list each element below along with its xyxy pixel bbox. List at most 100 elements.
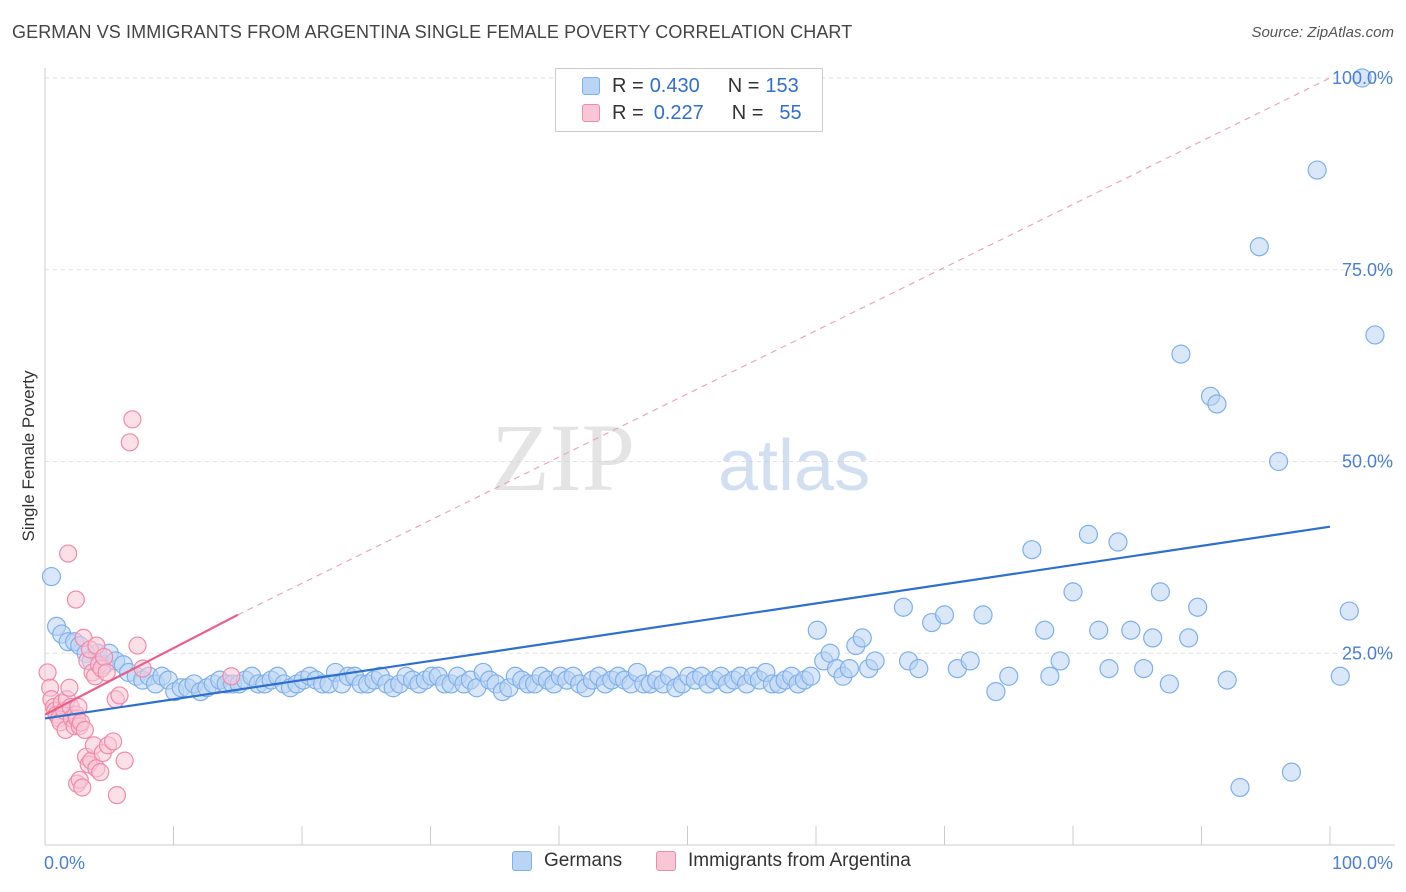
legend-n-label: N = (731, 101, 764, 124)
grid-lines (45, 77, 1395, 654)
german-point (1207, 394, 1227, 414)
german-point (1121, 620, 1141, 640)
german-point (1159, 674, 1179, 694)
german-point (999, 666, 1019, 686)
axes (44, 68, 1395, 846)
german-point (807, 620, 827, 640)
german-point (1188, 597, 1208, 617)
tick-labels: 25.0% 50.0% 75.0% 100.0% 0.0% 100.0% (44, 68, 1393, 873)
legend-n-value-germans: 153 (765, 74, 799, 97)
german-point (1040, 666, 1060, 686)
trend-lines (44, 77, 1331, 720)
germans-points (41, 68, 1385, 798)
argentina-point (110, 686, 129, 705)
argentina-points (38, 410, 241, 805)
german-point (1249, 237, 1269, 257)
watermark-zip: ZIP (491, 404, 635, 511)
chart-title: GERMAN VS IMMIGRANTS FROM ARGENTINA SING… (12, 22, 853, 42)
argentina-trend-extension (237, 77, 1331, 616)
argentina-point (59, 544, 78, 563)
german-point (1150, 582, 1170, 602)
legend-r-label: R = (612, 74, 644, 97)
argentina-point (75, 720, 94, 740)
german-point (973, 605, 993, 625)
argentina-point (222, 667, 241, 686)
argentina-point (97, 663, 116, 682)
german-point (1330, 666, 1350, 686)
german-point (1108, 532, 1128, 552)
y-tick-label: 25.0% (1342, 643, 1393, 663)
german-point (909, 658, 929, 679)
german-point (1268, 451, 1289, 472)
german-point (1143, 628, 1163, 648)
source-label: Source: ZipAtlas.com (1251, 24, 1394, 41)
y-axis-label: Single Female Poverty (19, 370, 38, 542)
bottom-legend-swatch-germans (512, 851, 532, 871)
x-tick-label: 0.0% (44, 853, 85, 873)
german-point (1217, 670, 1237, 690)
legend-swatch-argentina (582, 104, 600, 122)
german-point (865, 651, 885, 671)
legend-n-value-argentina: 55 (779, 101, 802, 124)
german-point (1078, 524, 1099, 544)
german-point (1281, 762, 1302, 782)
german-point (1099, 658, 1119, 679)
argentina-point (104, 732, 123, 751)
german-point (934, 605, 955, 625)
german-point (1365, 325, 1385, 345)
argentina-point (128, 636, 147, 655)
x-tick-label: 100.0% (1332, 853, 1393, 873)
german-point (1134, 658, 1154, 679)
argentina-point (66, 590, 85, 609)
argentina-point (107, 786, 127, 805)
legend-row-germans: R = 0.430 N = 153 (582, 73, 799, 99)
german-point (1307, 160, 1327, 180)
argentina-point (73, 778, 92, 797)
german-point (41, 566, 62, 587)
argentina-point (133, 659, 152, 678)
german-point (986, 681, 1006, 702)
german-point (1179, 628, 1199, 648)
argentina-point (60, 678, 79, 697)
german-point (1171, 344, 1191, 364)
german-point (1230, 777, 1250, 798)
german-point (1035, 620, 1055, 640)
y-tick-label: 100.0% (1332, 68, 1393, 88)
argentina-point (91, 763, 110, 782)
bottom-legend-argentina: Immigrants from Argentina (656, 850, 911, 872)
legend-r-label: R = (612, 101, 644, 124)
german-point (1339, 601, 1359, 621)
argentina-point (115, 751, 134, 770)
watermark-atlas: atlas (718, 426, 870, 506)
argentina-point (123, 410, 142, 429)
argentina-point (95, 647, 114, 667)
german-point (1022, 540, 1042, 560)
german-point (1050, 651, 1070, 671)
y-tick-label: 50.0% (1342, 452, 1393, 472)
argentina-trend-line (44, 613, 239, 716)
german-point (852, 628, 872, 648)
legend-row-argentina: R = 0.227 N = 55 (582, 100, 802, 126)
german-point (801, 666, 821, 686)
bottom-legend-swatch-argentina (656, 851, 676, 871)
german-point (960, 651, 980, 671)
watermark: ZIP atlas (491, 404, 870, 511)
legend-r-value-germans: 0.430 (649, 74, 700, 97)
bottom-legend-label-argentina: Immigrants from Argentina (688, 850, 911, 871)
legend-swatch-germans (582, 77, 600, 95)
stats-legend: R = 0.430 N = 153 R = 0.227 N = 55 (555, 68, 823, 132)
y-tick-label: 75.0% (1342, 260, 1393, 280)
bottom-legend-label-germans: Germans (544, 850, 623, 871)
german-point (893, 597, 913, 617)
legend-r-value-argentina: 0.227 (653, 101, 704, 124)
german-point (1089, 620, 1109, 640)
argentina-point (38, 663, 57, 682)
legend-n-label: N = (727, 74, 760, 97)
bottom-legend-germans: Germans (512, 850, 622, 872)
german-point (1352, 68, 1372, 88)
german-point (839, 658, 860, 679)
argentina-point (120, 433, 139, 452)
germans-trend-line (44, 525, 1331, 720)
german-point (1063, 582, 1083, 602)
